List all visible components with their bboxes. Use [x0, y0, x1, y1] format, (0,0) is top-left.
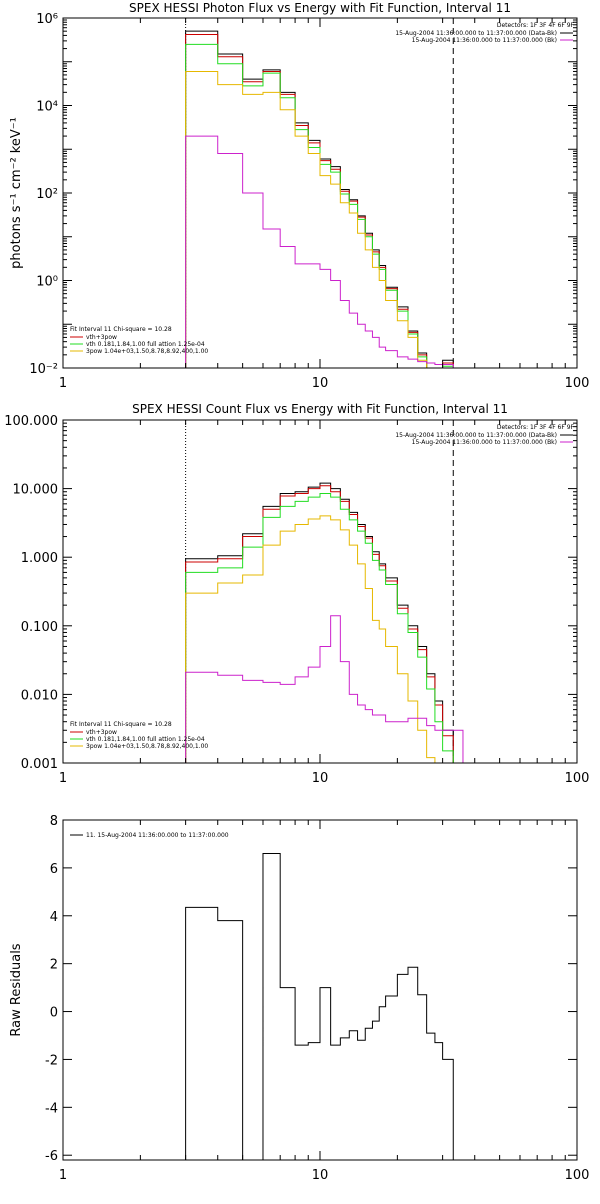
- y-tick-label: 2: [50, 958, 58, 973]
- fit-label: Fit Interval 11 Chi-square = 10.28: [70, 326, 172, 333]
- y-tick-label: 10⁶: [36, 12, 58, 27]
- series-yellow: [185, 515, 463, 763]
- time-range-label: 15-Aug-2004 11:36:00.000 to 11:37:00.000…: [395, 30, 557, 37]
- series-group: [185, 30, 454, 368]
- chart-title: SPEX HESSI Photon Flux vs Energy with Fi…: [129, 1, 511, 15]
- series-green: [185, 43, 454, 368]
- series-black: [185, 853, 454, 1160]
- y-tick-label: -2: [45, 1053, 58, 1068]
- x-tick-label: 1: [59, 771, 67, 786]
- legend-label: vth 0.181,1.84,1.00 full attion 1.25e-04: [86, 341, 205, 348]
- y-tick-label: 1.000: [21, 551, 58, 566]
- axes-frame: [62, 17, 578, 369]
- legend-label: 3pow 1.04e+03,1.50,8.78,8.92,400,1.00: [86, 743, 208, 750]
- x-tick-label: 100: [565, 1168, 590, 1183]
- x-tick-label: 10: [312, 376, 329, 391]
- x-tick-label: 100: [565, 376, 590, 391]
- y-tick-label: -4: [45, 1101, 58, 1116]
- panel-1: SPEX HESSI Photon Flux vs Energy with Fi…: [9, 1, 589, 391]
- y-tick-label: -6: [45, 1149, 58, 1164]
- series-red: [185, 485, 463, 763]
- legend-label: 11. 15-Aug-2004 11:36:00.000 to 11:37:00…: [86, 832, 229, 839]
- x-tick-label: 10: [312, 1168, 329, 1183]
- y-tick-label: 6: [50, 862, 58, 877]
- legend-label: 3pow 1.04e+03,1.50,8.78,8.92,400,1.00: [86, 348, 208, 355]
- y-tick-label: 8: [50, 814, 58, 829]
- y-tick-label: 10⁰: [36, 275, 58, 290]
- series-black: [185, 482, 463, 763]
- legend-label: vth+3pow: [86, 729, 117, 736]
- panel-3: 1 10 100 -6 -4 -2 0 2 4 6 8 Raw Residuals 11. 15-Aug…: [9, 814, 589, 1183]
- y-tick-label: 10²: [36, 187, 58, 202]
- y-tick-label: 0.001: [21, 757, 58, 772]
- y-tick-label: 0.010: [21, 688, 58, 703]
- y-tick-label: 0.100: [21, 620, 58, 635]
- y-tick-label: 10⁴: [36, 100, 58, 115]
- series-green: [185, 492, 463, 763]
- x-tick-label: 1: [59, 1168, 67, 1183]
- y-axis-label: Raw Residuals: [9, 943, 24, 1036]
- series-magenta: [185, 135, 454, 368]
- time-range-label: 15-Aug-2004 11:36:00.000 to 11:37:00.000…: [412, 439, 557, 446]
- y-tick-label: 10.000: [13, 483, 59, 498]
- series-magenta: [185, 615, 464, 763]
- panel-2: SPEX HESSI Count Flux vs Energy with Fit…: [4, 402, 589, 786]
- series-black: [185, 30, 454, 368]
- x-tick-label: 100: [565, 771, 590, 786]
- detectors-label: Detectors: 1F 3F 4F 6F 9F: [497, 22, 575, 29]
- axes-frame: [62, 419, 578, 764]
- y-axis-label: photons s⁻¹ cm⁻² keV⁻¹: [9, 117, 24, 269]
- y-tick-label: 10⁻²: [29, 362, 58, 377]
- time-range-label: 15-Aug-2004 11:36:00.000 to 11:37:00.000…: [412, 37, 557, 44]
- chart-title: SPEX HESSI Count Flux vs Energy with Fit…: [132, 402, 508, 416]
- series-group: [185, 482, 464, 763]
- y-tick-label: 4: [50, 910, 58, 925]
- time-range-label: 15-Aug-2004 11:36:00.000 to 11:37:00.000…: [395, 432, 557, 439]
- y-tick-label: 100.000: [4, 414, 58, 429]
- x-tick-label: 10: [312, 771, 329, 786]
- y-tick-label: 0: [50, 1006, 58, 1021]
- series-yellow: [185, 70, 454, 368]
- fit-label: Fit Interval 11 Chi-square = 10.28: [70, 721, 172, 728]
- detectors-label: Detectors: 1F 3F 4F 6F 9F: [497, 424, 575, 431]
- legend-label: vth 0.181,1.84,1.00 full attion 1.25e-04: [86, 736, 205, 743]
- x-tick-label: 1: [59, 376, 67, 391]
- legend-label: vth+3pow: [86, 334, 117, 341]
- series-group: [185, 853, 454, 1160]
